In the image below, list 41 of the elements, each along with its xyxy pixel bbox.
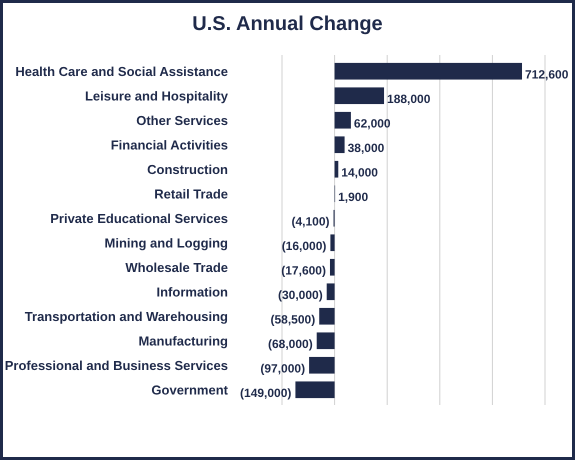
bar [334,136,345,154]
bar [334,112,351,129]
data-label: 1,900 [338,190,368,204]
y-tick-label: Other Services [136,112,228,128]
bar [295,381,335,398]
y-tick-label: Private Educational Services [50,210,228,226]
bar [326,283,335,300]
y-tick-label: Manufacturing [138,333,228,348]
data-label: (58,500) [270,312,316,326]
y-tick-label: Mining and Logging [104,235,228,250]
y-tick-label: Information [156,284,228,300]
data-label: 14,000 [341,165,378,180]
data-label: 712,600 [525,67,569,82]
y-tick-label: Government [151,382,229,398]
data-label: 62,000 [354,116,391,130]
bar [334,87,384,104]
y-tick-label: Transportation and Warehousing [24,308,228,324]
data-label: (4,100) [291,214,330,228]
bar [316,332,335,350]
y-tick-label: Wholesale Trade [125,260,228,275]
data-label: (149,000) [240,386,292,400]
y-tick-label: Health Care and Social Assistance [15,64,228,79]
bar [334,62,522,80]
chart-title: U.S. Annual Change [192,13,383,35]
y-tick-label: Professional and Business Services [4,358,228,373]
bar [309,356,335,374]
data-label: (68,000) [268,336,313,351]
data-label: (30,000) [278,288,323,302]
y-tick-label: Leisure and Hospitality [84,88,229,104]
y-tick-label: Financial Activities [110,137,228,152]
data-label: 38,000 [348,140,385,155]
bar [330,258,335,276]
data-label: (97,000) [260,361,306,376]
bar [319,308,335,325]
y-tick-label: Construction [147,162,228,177]
bar [330,234,335,252]
y-tick-label: Retail Trade [154,186,228,202]
bar [334,160,338,178]
data-label: (16,000) [282,238,326,253]
data-label: (17,600) [281,263,326,278]
data-label: 188,000 [387,92,431,106]
